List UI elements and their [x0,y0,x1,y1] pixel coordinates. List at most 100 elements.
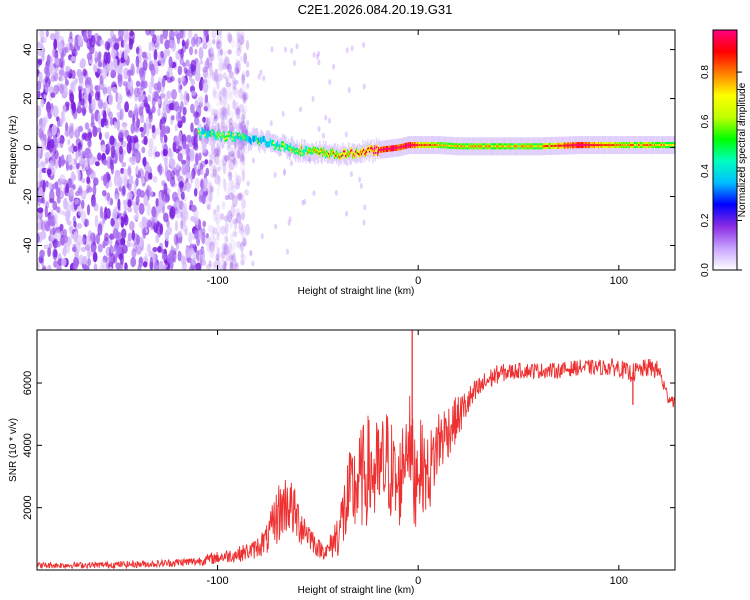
noise-blob [249,249,253,256]
ridge-peak [461,145,463,148]
spectrogram-ridge-layer [197,120,675,167]
ridge-cell [212,129,214,136]
noise-blob [138,48,143,58]
noise-blob [135,195,140,206]
noise-blob [230,147,236,158]
noise-blob [241,113,245,123]
ridge-peak [628,144,631,147]
noise-blob [228,179,234,190]
noise-blob [42,121,46,133]
noise-blob [99,206,103,219]
noise-blob [274,223,278,230]
ridge-peak [387,147,389,150]
noise-blob [225,118,231,129]
snr-x-ticks: -100 0 100 [207,330,628,587]
ridge-cell [213,130,215,137]
noise-blob [68,146,74,153]
noise-blob [37,233,40,244]
noise-blob [109,135,115,146]
noise-blob [224,155,230,162]
ridge-peak [548,145,550,147]
noise-blob [222,154,228,167]
noise-blob [216,185,220,197]
ridge-peak [493,145,495,148]
noise-blob [206,190,213,202]
noise-blob [140,80,146,88]
ridge-peak [231,137,233,140]
noise-blob [157,107,161,117]
noise-blob [211,90,217,99]
noise-blob [217,73,223,82]
snr-y-tick-label: 2000 [22,495,34,519]
ridge-peak [602,144,605,147]
ridge-cell [250,139,252,145]
ridge-peak [535,145,537,148]
noise-blob [317,126,321,132]
noise-blob [239,116,245,128]
noise-blob [97,223,103,236]
noise-blob [87,248,91,259]
noise-blob [208,56,214,66]
ridge-halo [228,129,231,148]
noise-blob [216,39,223,45]
noise-blob [109,180,113,188]
ridge-peak [377,152,379,155]
ridge-peak [384,148,386,151]
noise-blob [215,212,221,225]
ridge-cell [254,135,256,142]
ridge-cell [263,136,265,143]
noise-blob [234,62,239,70]
noise-blob [232,120,237,130]
ridge-peak [635,144,638,147]
noise-blob [166,169,172,182]
ridge-peak [664,144,666,147]
noise-blob [177,230,183,238]
ridge-halo [267,131,269,150]
ridge-halo [351,143,354,161]
ridge-peak [382,148,384,151]
noise-blob [218,59,225,72]
noise-blob [82,255,88,265]
ridge-peak [590,144,592,147]
ridge-peak [648,144,651,147]
noise-blob [99,81,105,91]
ridge-peak [415,144,417,147]
ridge-peak [370,147,372,150]
noise-blob [47,127,53,140]
noise-blob [211,143,215,155]
noise-blob [112,208,118,220]
noise-blob [123,38,128,50]
ridge-peak [367,147,369,150]
ridge-peak [371,147,373,149]
noise-blob [166,90,172,100]
ridge-peak [217,135,219,138]
noise-blob [133,215,138,221]
noise-blob [102,84,108,97]
noise-blob [154,151,161,158]
noise-blob [160,116,167,125]
ridge-peak [618,144,621,147]
ridge-halo [202,126,204,145]
noise-blob [97,243,103,253]
noise-blob [54,30,60,39]
ridge-peak [385,148,387,151]
ridge-peak [572,144,574,147]
noise-blob [53,260,58,268]
noise-blob [234,178,240,185]
ridge-peak [290,148,293,151]
noise-blob [199,163,204,171]
noise-blob [180,101,184,110]
ridge-peak [584,144,586,147]
noise-blob [106,256,110,269]
snr-y-tick-label: 6000 [22,371,34,395]
ridge-cell [203,128,205,135]
noise-blob [194,70,201,82]
ridge-peak [306,151,309,154]
ridge-peak [417,144,419,147]
ridge-peak [405,144,407,147]
ridge-peak [670,144,672,147]
noise-blob [234,264,239,270]
noise-blob [47,214,52,228]
noise-blob [207,47,214,53]
noise-blob [202,220,207,228]
